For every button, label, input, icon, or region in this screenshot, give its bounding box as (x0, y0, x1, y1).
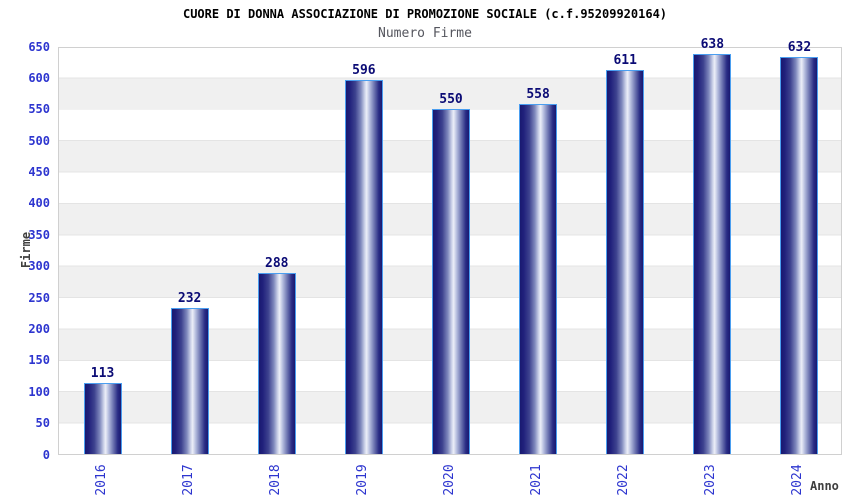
bar-value-label: 550 (439, 91, 463, 107)
bar-value-label: 632 (787, 40, 812, 56)
y-tick-label: 450 (28, 165, 50, 180)
bar-value-label: 558 (526, 86, 550, 102)
bar (257, 273, 296, 454)
y-tick-label: 0 (42, 447, 50, 462)
bar (693, 53, 732, 454)
x-axis-title: Anno (810, 479, 839, 493)
x-tick-label: 2020 (442, 464, 457, 496)
bar-value-label: 288 (265, 256, 289, 272)
bar-value-label: 638 (700, 36, 725, 52)
x-tick-label: 2021 (529, 464, 545, 496)
bar-value-label: 611 (613, 53, 637, 69)
x-tick-label: 2019 (354, 464, 370, 496)
plot-area: 113 232 288 596 550 558 611 638 632 (58, 37, 842, 455)
y-tick-label: 500 (28, 133, 50, 148)
y-tick-label: 650 (28, 39, 50, 54)
bar (519, 103, 558, 454)
y-tick-label: 100 (28, 384, 50, 399)
bar (780, 57, 819, 454)
chart-subtitle: Numero Firme (378, 26, 472, 41)
y-tick-label: 300 (28, 259, 50, 274)
bar-value-label: 232 (177, 291, 202, 307)
bar (606, 70, 645, 454)
bar (83, 383, 122, 454)
y-tick-label: 50 (35, 416, 50, 431)
y-tick-label: 250 (28, 290, 50, 305)
y-tick-label: 150 (28, 353, 50, 368)
y-tick-label: 200 (28, 321, 50, 336)
bar-value-label: 113 (90, 366, 115, 382)
bar (344, 79, 383, 454)
bar (432, 108, 470, 454)
y-tick-label: 400 (28, 196, 50, 211)
y-tick-label: 600 (28, 70, 50, 85)
chart-title: CUORE DI DONNA ASSOCIAZIONE DI PROMOZION… (182, 7, 668, 21)
x-tick-label: 2016 (93, 464, 109, 496)
bar (170, 308, 209, 454)
x-tick-label: 2017 (180, 464, 196, 496)
x-tick-label: 2018 (267, 464, 283, 496)
bar-value-label: 596 (352, 62, 376, 78)
x-tick-label: 2023 (703, 464, 719, 496)
x-tick-label: 2022 (616, 464, 632, 496)
y-tick-label: 350 (28, 227, 50, 242)
y-tick-label: 550 (28, 102, 50, 117)
x-tick-label: 2024 (790, 464, 806, 496)
